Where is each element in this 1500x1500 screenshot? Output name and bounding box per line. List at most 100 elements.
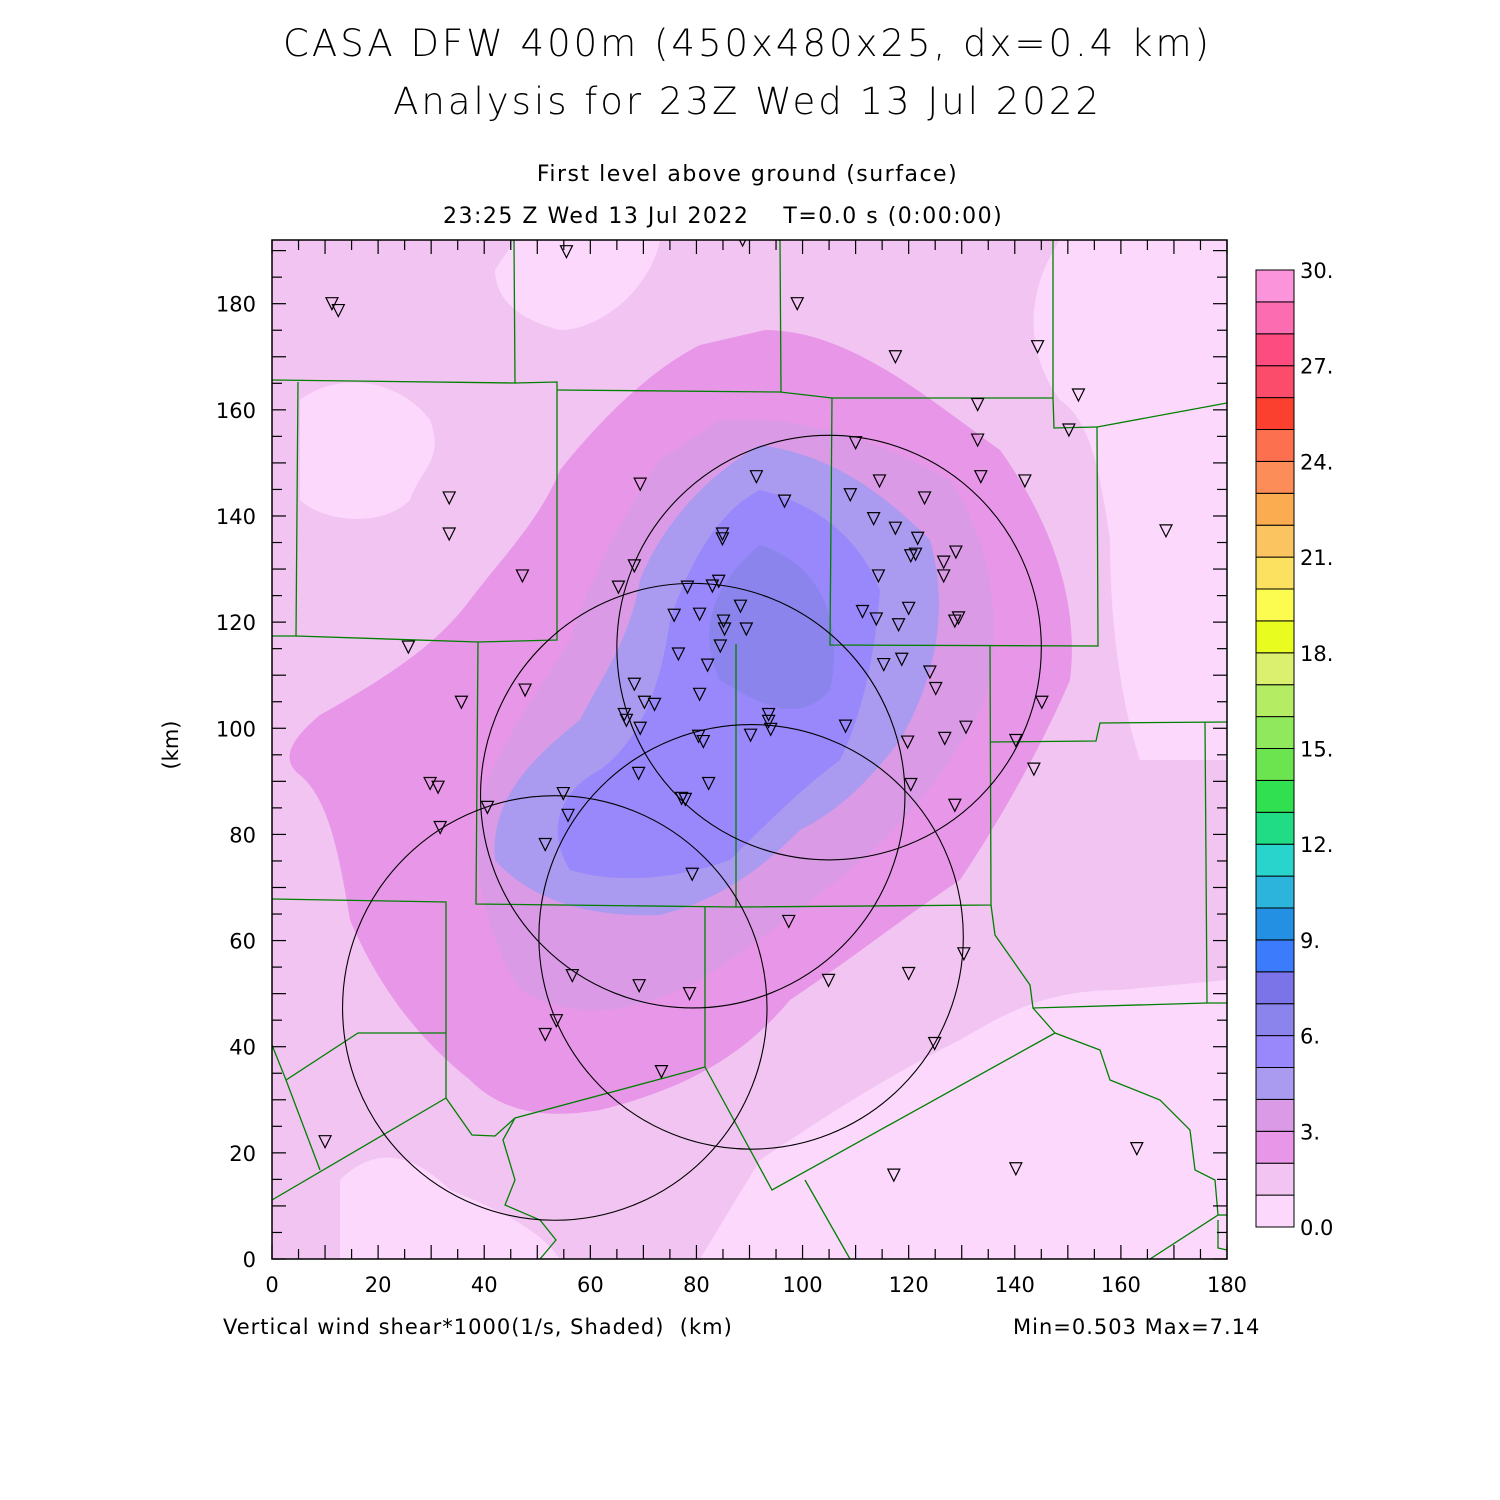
station-triangle-icon — [970, 397, 985, 412]
station-triangle-icon — [848, 436, 863, 451]
colorbar-label: 21. — [1300, 546, 1333, 570]
station-triangle-icon — [888, 350, 903, 365]
colorbar-swatch — [1255, 588, 1295, 622]
station-triangle-icon — [886, 1168, 901, 1183]
station-triangle-icon — [908, 547, 923, 562]
station-triangle-icon — [900, 735, 915, 750]
station-triangle-icon — [821, 973, 836, 988]
radar-range-rings — [342, 434, 1042, 1221]
field-description: Vertical wind shear*1000(1/s, Shaded) (k… — [223, 1315, 733, 1339]
y-tick-label: 120 — [216, 611, 256, 635]
level-0-1 — [300, 240, 1227, 1259]
station-triangle-icon — [671, 647, 686, 662]
colorbar-labels: 0.0 3. 6. 9. 12. 15. 18. 21. 24. 27. 30. — [1300, 259, 1333, 1240]
x-tick-label: 120 — [889, 1273, 929, 1297]
x-axis-labels: 0 20 40 60 80 100 120 140 160 180 — [265, 1273, 1247, 1297]
station-triangle-icon — [627, 559, 642, 574]
station-triangle-icon — [685, 867, 700, 882]
colorbar-swatch — [1255, 907, 1295, 941]
station-triangle-icon — [872, 474, 887, 489]
colorbar-swatch — [1255, 1067, 1295, 1100]
station-triangle-icon — [433, 820, 448, 835]
station-triangle-icon — [678, 792, 693, 807]
colorbar-swatch — [1255, 365, 1295, 399]
station-triangle-icon — [1159, 524, 1173, 539]
station-triangle-icon — [1071, 388, 1086, 403]
station-triangle-icon — [611, 580, 626, 595]
station-triangle-icon — [958, 720, 973, 735]
x-tick-label: 180 — [1207, 1273, 1247, 1297]
colorbar-swatch — [1255, 971, 1295, 1005]
station-triangle-icon — [331, 303, 346, 318]
station-triangle-icon — [705, 579, 720, 594]
county-boundaries — [272, 240, 1227, 1259]
station-triangle-icon — [743, 728, 758, 743]
colorbar-swatch — [1255, 333, 1295, 367]
x-tick-label: 0 — [265, 1273, 278, 1297]
station-triangle-icon — [838, 719, 853, 734]
colorbar-swatch — [1255, 301, 1295, 335]
station-triangle-icon — [970, 433, 985, 448]
station-triangle-icon — [973, 470, 988, 485]
colorbar-swatch — [1255, 1162, 1295, 1196]
station-triangle-icon — [716, 614, 731, 629]
x-tick-label: 60 — [577, 1273, 604, 1297]
station-triangle-icon — [927, 1036, 942, 1051]
min-max-readout: Min=0.503 Max=7.14 — [1013, 1315, 1261, 1339]
shaded-field — [272, 240, 1227, 1259]
station-triangle-icon — [561, 808, 576, 823]
colorbar-swatch — [1255, 556, 1295, 590]
station-triangle-icon — [1030, 340, 1045, 355]
station-triangle-icon — [866, 512, 881, 526]
station-markers — [318, 240, 1173, 1183]
station-triangle-icon — [951, 611, 966, 626]
station-triangle-icon — [715, 532, 730, 547]
x-tick-label: 20 — [365, 1273, 392, 1297]
colorbar-swatch — [1255, 492, 1295, 526]
station-triangle-icon — [633, 477, 648, 492]
x-tick-label: 160 — [1101, 1273, 1141, 1297]
subtitle-time: 23:25 Z Wed 13 Jul 2022 T=0.0 s (0:00:00… — [443, 204, 1004, 229]
colorbar-label: 9. — [1300, 929, 1320, 953]
station-triangle-icon — [647, 697, 662, 712]
colorbar-swatch — [1255, 1130, 1295, 1164]
colorbar-swatch — [1255, 1194, 1295, 1228]
station-triangle-icon — [632, 979, 647, 994]
station-triangle-icon — [937, 731, 952, 746]
station-triangle-icon — [1008, 733, 1023, 748]
station-triangle-icon — [761, 714, 776, 729]
axis-ticks — [271, 240, 1228, 1260]
station-triangle-icon — [538, 837, 553, 852]
colorbar-swatch — [1255, 875, 1295, 909]
colorbar-label: 3. — [1300, 1120, 1320, 1144]
station-triangle-icon — [637, 695, 652, 710]
station-triangle-icon — [631, 766, 646, 781]
colorbar-swatch — [1255, 620, 1295, 654]
station-triangle-icon — [790, 297, 805, 312]
station-triangle-icon — [538, 1027, 553, 1042]
station-triangle-icon — [401, 640, 416, 655]
colorbar-swatch — [1255, 811, 1295, 845]
station-triangle-icon — [871, 569, 886, 584]
station-triangle-icon — [701, 776, 716, 791]
colorbar-label: 0.0 — [1300, 1216, 1333, 1240]
station-triangle-icon — [936, 555, 951, 570]
colorbar-swatch — [1255, 1098, 1295, 1132]
range-ring — [538, 724, 964, 1150]
y-tick-label: 20 — [229, 1142, 256, 1166]
x-tick-label: 40 — [471, 1273, 498, 1297]
station-triangle-icon — [739, 622, 754, 637]
station-triangle-icon — [947, 614, 962, 629]
station-triangle-icon — [901, 601, 916, 616]
station-triangle-icon — [749, 470, 764, 485]
station-triangle-icon — [454, 695, 469, 710]
station-triangle-icon — [565, 968, 580, 983]
station-triangle-icon — [549, 1014, 564, 1029]
station-triangle-icon — [901, 966, 916, 981]
y-tick-label: 60 — [229, 930, 256, 954]
station-triangle-icon — [442, 491, 457, 506]
colorbar-swatch — [1255, 652, 1295, 686]
colorbar-swatch — [1255, 269, 1295, 303]
station-triangle-icon — [559, 245, 574, 260]
